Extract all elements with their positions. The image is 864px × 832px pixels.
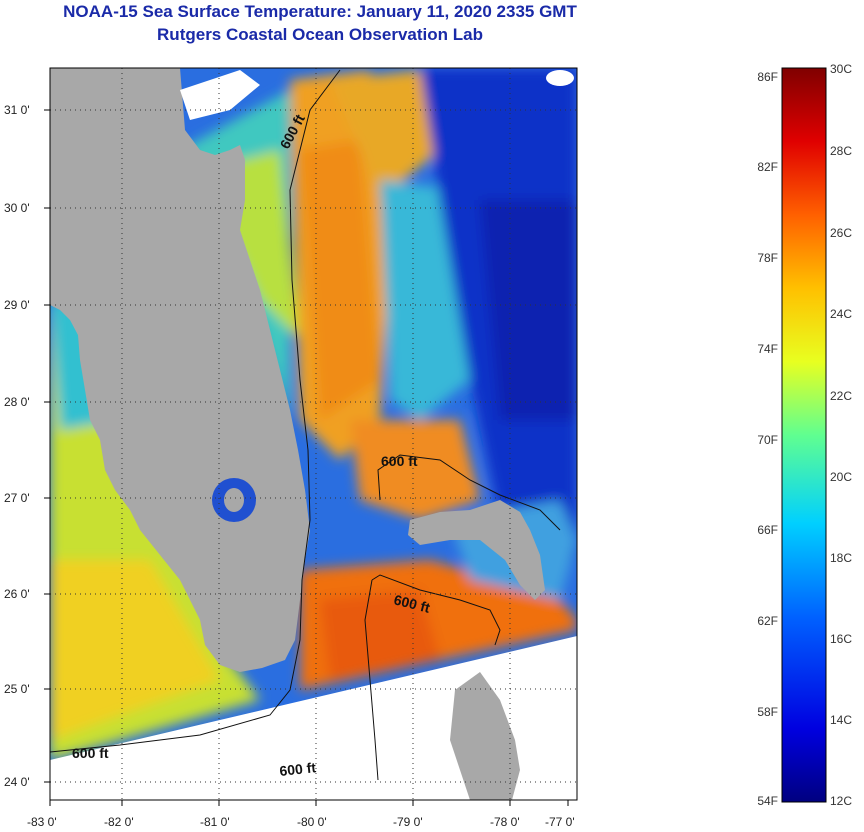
colorbar-gradient (781, 67, 827, 803)
lon-tick-label: -83 0' (27, 815, 57, 829)
fahrenheit-label: 70F (757, 433, 778, 447)
florida-land (50, 68, 310, 672)
celsius-label: 28C (830, 144, 852, 158)
celsius-label: 30C (830, 62, 852, 76)
contour-label-keys: 600 ft (72, 745, 109, 761)
fahrenheit-label: 78F (757, 251, 778, 265)
celsius-label: 14C (830, 713, 852, 727)
contour-label-bahamas: 600 ft (381, 453, 418, 469)
isobath-contours (50, 69, 561, 781)
lon-tick-label: -80 0' (297, 815, 327, 829)
lon-tick-label: -81 0' (200, 815, 230, 829)
celsius-label: 20C (830, 470, 852, 484)
lat-tick-label: 27 0' (4, 491, 30, 505)
fahrenheit-label: 86F (757, 70, 778, 84)
lon-tick-label: -78 0' (490, 815, 520, 829)
graticule (50, 68, 577, 800)
cuba-island-top (450, 672, 520, 800)
lon-tick-label: -79 0' (393, 815, 423, 829)
fahrenheit-label: 82F (757, 160, 778, 174)
celsius-label: 26C (830, 226, 852, 240)
no-data-region (50, 636, 577, 800)
map-frame (49, 67, 578, 801)
andros-island (408, 500, 545, 600)
celsius-scale: 30C 28C 26C 24C 22C 20C 18C 16C 14C 12C (830, 62, 852, 808)
cloud-patch-north (180, 70, 260, 120)
lat-tick-label: 31 0' (4, 103, 30, 117)
lat-tick-label: 30 0' (4, 201, 30, 215)
fahrenheit-label: 54F (757, 794, 778, 808)
lake-land (224, 488, 244, 512)
lat-tick-label: 28 0' (4, 395, 30, 409)
lon-tick-label: -77 0' (545, 815, 575, 829)
lat-tick-label: 25 0' (4, 682, 30, 696)
celsius-label: 16C (830, 632, 852, 646)
cloud-patch-ne (546, 70, 574, 86)
sst-image (50, 68, 577, 800)
map-subtitle: Rutgers Coastal Ocean Observation Lab (157, 25, 483, 44)
lat-tick-label: 26 0' (4, 587, 30, 601)
map-title: NOAA-15 Sea Surface Temperature: January… (63, 2, 577, 21)
fahrenheit-label: 66F (757, 523, 778, 537)
fahrenheit-label: 58F (757, 705, 778, 719)
fahrenheit-label: 74F (757, 342, 778, 356)
celsius-label: 12C (830, 794, 852, 808)
celsius-label: 18C (830, 551, 852, 565)
lat-tick-label: 29 0' (4, 298, 30, 312)
fahrenheit-label: 62F (757, 614, 778, 628)
temperature-colorbar: 86F 82F 78F 74F 70F 66F 62F 58F 54F 30C … (757, 62, 852, 808)
lon-tick-label: -82 0' (104, 815, 134, 829)
celsius-label: 24C (830, 307, 852, 321)
contour-label-south: 600 ft (279, 759, 317, 779)
fahrenheit-scale: 86F 82F 78F 74F 70F 66F 62F 58F 54F (757, 70, 778, 808)
sst-map: 600 ft 600 ft 600 ft 600 ft 600 ft -83 0… (4, 67, 578, 829)
lat-tick-label: 24 0' (4, 775, 30, 789)
tick-marks (44, 109, 569, 806)
celsius-label: 22C (830, 389, 852, 403)
